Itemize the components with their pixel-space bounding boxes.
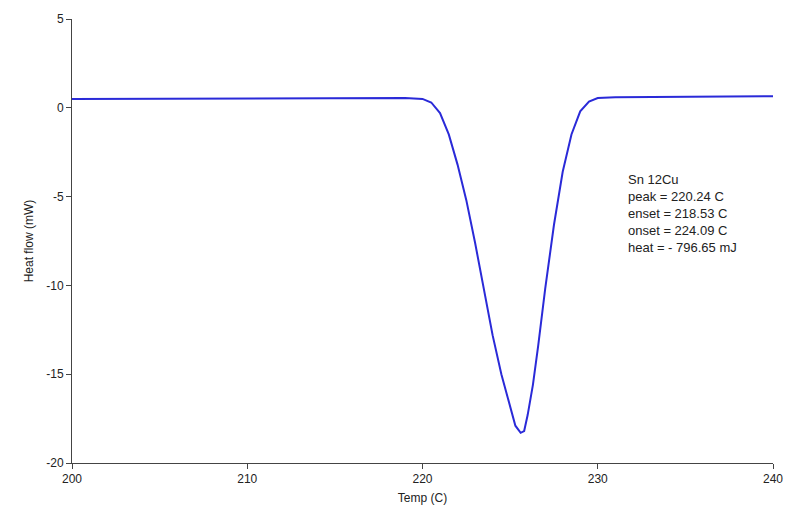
svg-text:-20: -20 [46,456,64,470]
svg-text:-15: -15 [46,367,64,381]
svg-text:210: 210 [237,472,257,486]
svg-text:5: 5 [57,12,64,26]
svg-text:-5: -5 [53,190,64,204]
svg-text:240: 240 [763,472,783,486]
svg-text:Heat flow (mW): Heat flow (mW) [22,200,36,283]
svg-text:Temp (C): Temp (C) [398,491,447,505]
svg-text:200: 200 [62,472,82,486]
svg-text:0: 0 [57,101,64,115]
svg-text:230: 230 [588,472,608,486]
svg-text:Sn 12Cupeak = 220.24 Censet =: Sn 12Cupeak = 220.24 Censet = 218.53 Con… [628,172,737,255]
svg-text:220: 220 [412,472,432,486]
svg-text:-10: -10 [46,279,64,293]
